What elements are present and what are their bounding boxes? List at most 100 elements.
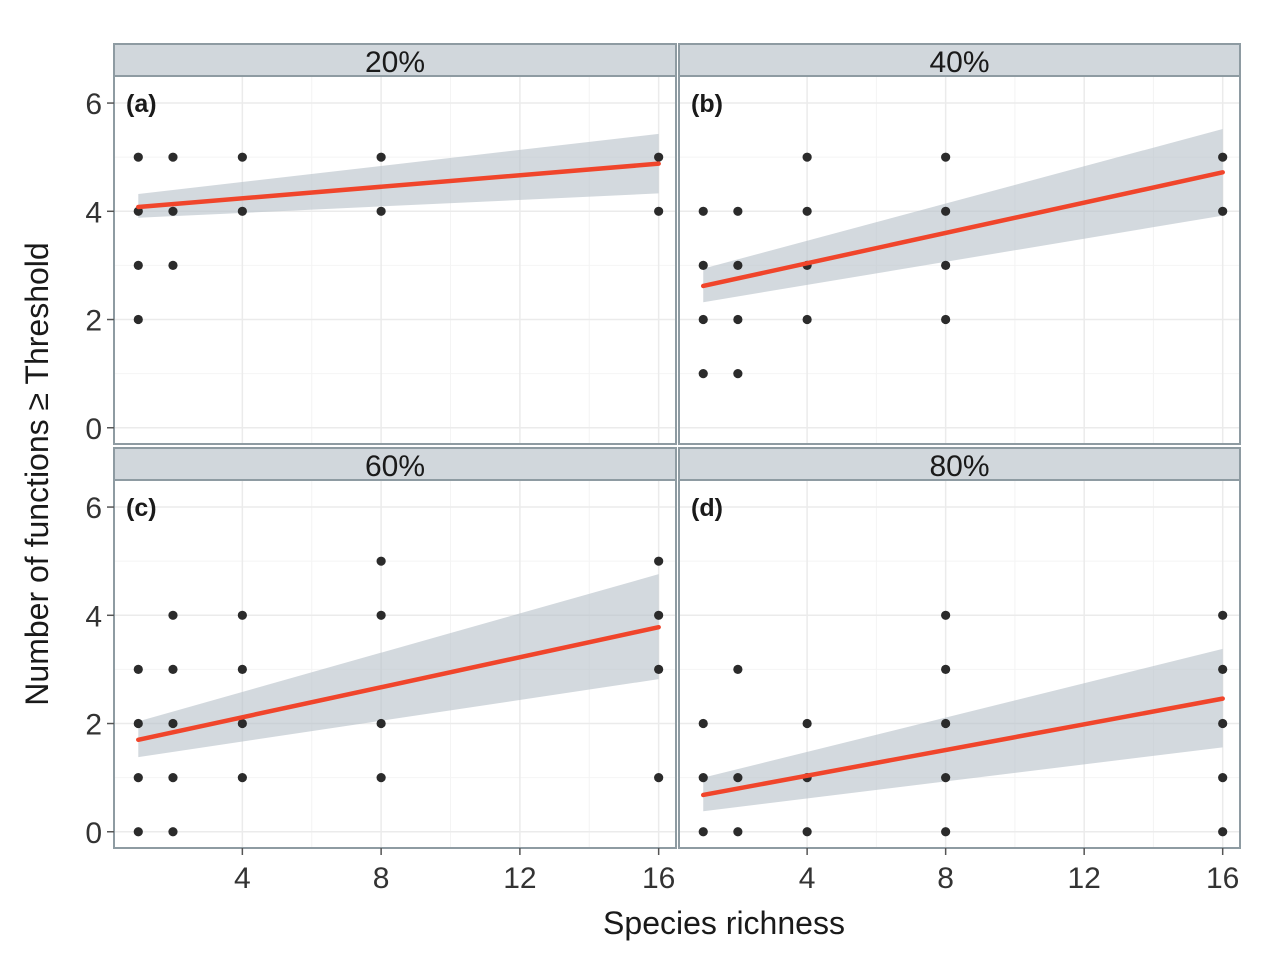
data-point: [376, 610, 386, 620]
x-tick-label: 8: [937, 862, 954, 895]
fit-line: [136, 161, 661, 210]
data-point: [802, 206, 812, 216]
x-tick-label: 12: [503, 862, 536, 895]
data-point: [237, 718, 247, 729]
data-point: [941, 610, 951, 620]
data-point: [698, 773, 708, 783]
panel-tag: (c): [126, 494, 157, 522]
data-point: [802, 827, 812, 837]
data-point: [133, 827, 143, 837]
data-point: [941, 314, 951, 325]
data-point: [941, 664, 951, 675]
data-point: [237, 152, 247, 162]
data-point: [802, 718, 812, 729]
data-point: [237, 206, 247, 216]
data-point: [1218, 773, 1228, 783]
data-point: [1218, 718, 1228, 729]
data-point: [733, 260, 743, 271]
data-point: [733, 664, 743, 675]
data-point: [654, 610, 664, 620]
data-point: [376, 152, 386, 162]
y-tick-label: 0: [85, 413, 102, 446]
data-point: [1218, 152, 1228, 162]
data-point: [237, 773, 247, 783]
facet-strip: [678, 447, 1241, 481]
data-point: [733, 369, 743, 379]
x-tick-label: 4: [799, 862, 816, 895]
panel-tag: (a): [126, 90, 157, 118]
data-point: [941, 206, 951, 216]
data-point: [133, 664, 143, 675]
y-tick-label: 0: [85, 817, 102, 850]
data-point: [168, 664, 178, 675]
data-point: [168, 610, 178, 620]
y-tick-label: 2: [85, 709, 102, 742]
data-point: [168, 206, 178, 216]
data-point: [168, 152, 178, 162]
facet-strip: [113, 43, 677, 77]
data-point: [133, 773, 143, 783]
data-point: [237, 610, 247, 620]
data-point: [698, 718, 708, 729]
panel-tag: (d): [691, 494, 723, 522]
data-point: [654, 152, 664, 162]
data-point: [941, 773, 951, 783]
facet-strip: [113, 447, 677, 481]
x-tick-label: 16: [1206, 862, 1239, 895]
data-point: [133, 718, 143, 729]
data-point: [168, 718, 178, 729]
x-tick-label: 8: [373, 862, 390, 895]
y-tick-label: 6: [85, 492, 102, 525]
x-tick-label: 16: [642, 862, 675, 895]
data-point: [941, 152, 951, 162]
data-point: [654, 556, 664, 566]
data-point: [733, 314, 743, 325]
facet-strip-label: 40%: [929, 46, 989, 79]
data-point: [133, 314, 143, 325]
data-point: [802, 314, 812, 325]
fit-line: [700, 696, 1225, 798]
data-point: [733, 206, 743, 216]
data-point: [698, 369, 708, 379]
data-point: [376, 556, 386, 566]
data-point: [1218, 664, 1228, 675]
data-point: [654, 664, 664, 675]
data-point: [941, 260, 951, 271]
data-point: [802, 152, 812, 162]
data-point: [733, 773, 743, 783]
y-axis-title: Number of functions ≥ Threshold: [19, 242, 55, 705]
y-tick-label: 2: [85, 305, 102, 338]
y-tick-label: 4: [85, 196, 102, 229]
facet-strip-label: 20%: [365, 46, 425, 79]
data-point: [168, 773, 178, 783]
x-tick-label: 4: [234, 862, 251, 895]
facet-panel-1: 20% (a) 0 2 4 6: [85, 43, 677, 446]
facet-strip-label: 60%: [365, 450, 425, 483]
data-point: [168, 260, 178, 271]
data-point: [168, 827, 178, 837]
y-tick-label: 6: [85, 88, 102, 121]
panel-background: [114, 76, 676, 444]
facet-panel-4: 80% (d) 4 8 12 16: [678, 447, 1241, 895]
data-point: [733, 827, 743, 837]
data-point: [698, 314, 708, 325]
data-point: [133, 152, 143, 162]
data-point: [654, 773, 664, 783]
data-point: [1218, 206, 1228, 216]
data-point: [698, 206, 708, 216]
facet-strip: [678, 43, 1241, 77]
facet-strip-label: 80%: [929, 450, 989, 483]
x-axis-title: Species richness: [603, 905, 845, 941]
data-point: [376, 773, 386, 783]
data-point: [237, 664, 247, 675]
data-point: [376, 718, 386, 729]
data-point: [376, 206, 386, 216]
data-point: [1218, 610, 1228, 620]
data-point: [941, 718, 951, 729]
data-point: [1218, 827, 1228, 837]
fit-line: [136, 624, 661, 743]
facet-panel-2: 40% (b): [678, 43, 1241, 445]
data-point: [654, 206, 664, 216]
fit-line: [700, 170, 1225, 289]
